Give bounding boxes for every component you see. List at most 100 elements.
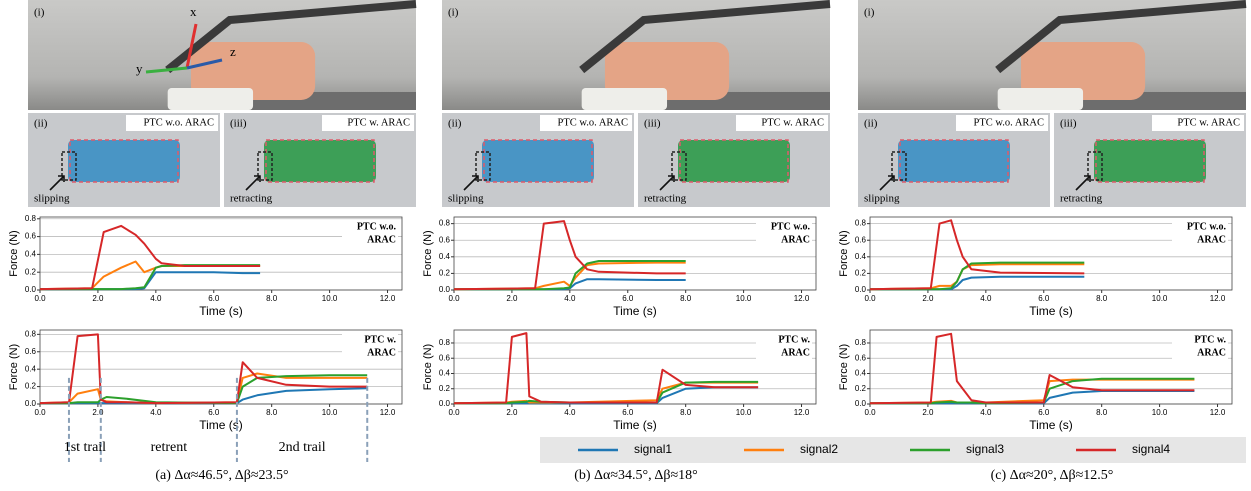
chart-title: ARAC: [1197, 234, 1226, 245]
x-tick-label: 4.0: [980, 294, 992, 303]
caption: (c) Δα≈20°, Δβ≈12.5°: [991, 468, 1114, 483]
x-tick-label: 8.0: [680, 294, 692, 303]
panel-tag: PTC w.o. ARAC: [973, 117, 1044, 128]
x-tick-label: 12.0: [380, 408, 396, 417]
y-axis-label: Force (N): [8, 344, 20, 390]
y-tick-label: 0.2: [855, 384, 867, 393]
series-line: [40, 374, 367, 404]
legend-label: signal4: [1132, 442, 1170, 456]
y-tick-label: 0.2: [25, 267, 37, 276]
x-tick-label: 2.0: [922, 294, 934, 303]
chart-title: ARAC: [781, 234, 810, 245]
series-line: [870, 277, 1084, 290]
photo-stain: [264, 140, 376, 182]
series-line: [454, 383, 758, 404]
series-line: [870, 220, 1084, 289]
series-line: [454, 333, 758, 403]
x-tick-label: 4.0: [980, 408, 992, 417]
x-tick-label: 4.0: [564, 294, 576, 303]
series-line: [40, 265, 260, 289]
photo-note: retracting: [230, 193, 273, 205]
x-tick-label: 6.0: [208, 294, 220, 303]
y-tick-label: 0.8: [439, 338, 451, 347]
panel-label: (iii): [1060, 118, 1077, 130]
x-tick-label: 10.0: [1152, 294, 1168, 303]
photo-stain: [1094, 140, 1206, 182]
phase-label: 1st trail: [64, 440, 106, 455]
x-tick-label: 0.0: [448, 408, 460, 417]
x-tick-label: 2.0: [92, 408, 104, 417]
x-tick-label: 10.0: [322, 294, 338, 303]
x-tick-label: 10.0: [736, 408, 752, 417]
chart-title: ARAC: [367, 347, 396, 358]
series-line: [40, 272, 260, 289]
chart-title: ARAC: [367, 234, 396, 245]
photo-stain: [68, 140, 180, 182]
y-tick-label: 0.4: [439, 252, 451, 261]
y-tick-label: 0.6: [439, 353, 451, 362]
x-axis-label: Time (s): [1029, 418, 1073, 432]
panel-tag: PTC w. ARAC: [1177, 117, 1240, 128]
y-tick-label: 0.2: [439, 384, 451, 393]
x-tick-label: 10.0: [1152, 408, 1168, 417]
panel-label: (ii): [864, 118, 878, 130]
series-line: [40, 334, 367, 403]
panel-tag: PTC w. ARAC: [347, 117, 410, 128]
y-tick-label: 0.0: [855, 285, 867, 294]
chart-title: PTC w.: [364, 334, 396, 345]
y-tick-label: 0.4: [855, 369, 867, 378]
series-line: [454, 261, 686, 289]
y-tick-label: 0.6: [855, 235, 867, 244]
photo-note: retracting: [1060, 193, 1103, 205]
x-tick-label: 8.0: [266, 408, 278, 417]
photo-base: [998, 88, 1083, 110]
x-axis-label: Time (s): [613, 418, 657, 432]
chart-title: ARAC: [781, 347, 810, 358]
photo-note: slipping: [448, 193, 484, 205]
y-tick-label: 0.0: [439, 399, 451, 408]
x-tick-label: 12.0: [794, 294, 810, 303]
x-tick-label: 12.0: [380, 294, 396, 303]
panel-label: (i): [34, 7, 45, 19]
y-tick-label: 0.8: [25, 329, 37, 338]
y-tick-label: 0.8: [25, 214, 37, 223]
y-tick-label: 0.8: [855, 338, 867, 347]
panel-label: (ii): [34, 118, 48, 130]
y-tick-label: 0.4: [25, 249, 37, 258]
x-tick-label: 2.0: [506, 294, 518, 303]
photo-base: [582, 88, 667, 110]
x-tick-label: 4.0: [150, 408, 162, 417]
chart-title: PTC w.o.: [771, 221, 811, 232]
y-tick-label: 0.4: [439, 369, 451, 378]
x-tick-label: 8.0: [1096, 408, 1108, 417]
x-tick-label: 4.0: [564, 408, 576, 417]
x-tick-label: 0.0: [864, 294, 876, 303]
panel-label: (ii): [448, 118, 462, 130]
x-tick-label: 12.0: [794, 408, 810, 417]
y-tick-label: 0.6: [25, 232, 37, 241]
x-tick-label: 10.0: [322, 408, 338, 417]
caption: (b) Δα≈34.5°, Δβ≈18°: [574, 468, 698, 483]
series-line: [870, 334, 1194, 403]
photo-note: retracting: [644, 193, 687, 205]
y-tick-label: 0.6: [855, 353, 867, 362]
series-line: [454, 382, 758, 403]
chart-title: ARAC: [1197, 347, 1226, 358]
y-axis-label: Force (N): [838, 230, 850, 276]
x-tick-label: 6.0: [622, 408, 634, 417]
legend-label: signal3: [966, 442, 1004, 456]
axis-letter: x: [190, 4, 197, 19]
panel-tag: PTC w.o. ARAC: [557, 117, 628, 128]
x-tick-label: 0.0: [34, 294, 46, 303]
phase-label: retrent: [151, 440, 188, 455]
x-axis-label: Time (s): [1029, 304, 1073, 318]
y-axis-label: Force (N): [422, 344, 434, 390]
y-tick-label: 0.2: [855, 269, 867, 278]
axis-letter: y: [136, 61, 143, 76]
y-tick-label: 0.4: [855, 252, 867, 261]
figure: (i) (ii) PTC w.o. ARAC slipping (iii) PTC w. …: [0, 0, 1251, 491]
y-tick-label: 0.0: [25, 399, 37, 408]
photo-stain: [482, 140, 594, 182]
panel-tag: PTC w.o. ARAC: [143, 117, 214, 128]
photo-note: slipping: [864, 193, 900, 205]
